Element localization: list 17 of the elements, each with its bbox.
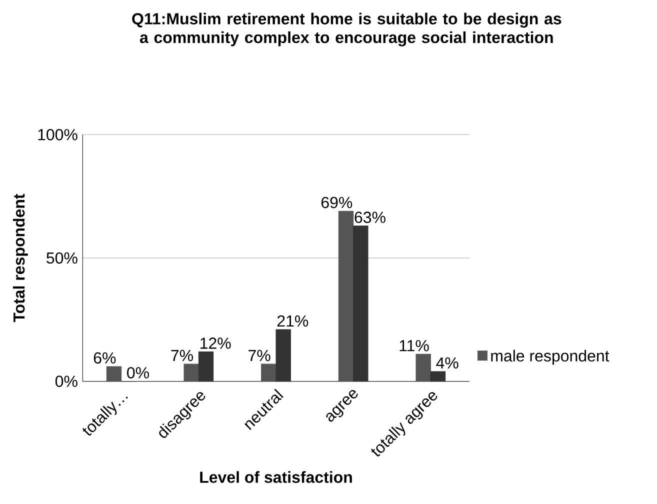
data-label: 6% xyxy=(94,352,116,364)
x-axis-title: Level of satisfaction xyxy=(200,471,352,483)
y-tick-label: 50% xyxy=(46,252,78,264)
data-label: 11% xyxy=(400,340,429,352)
data-label: 63% xyxy=(354,212,386,223)
data-label: 4% xyxy=(436,357,458,369)
y-axis-title: Total respondent xyxy=(12,194,28,322)
chart-title: Q11:Muslim retirement home is suitable to be design as a community complex to encourage social interaction xyxy=(132,12,562,46)
y-tick-label: 100% xyxy=(38,129,78,140)
y-tick-label: 0% xyxy=(55,376,78,387)
data-label: 7% xyxy=(171,350,193,362)
data-label: 7% xyxy=(248,350,270,362)
data-label: 12% xyxy=(200,338,231,349)
data-label: 69% xyxy=(321,196,352,208)
data-label: 21% xyxy=(277,315,308,327)
legend-label: male respondent xyxy=(491,350,610,365)
data-label: 0% xyxy=(127,367,149,378)
